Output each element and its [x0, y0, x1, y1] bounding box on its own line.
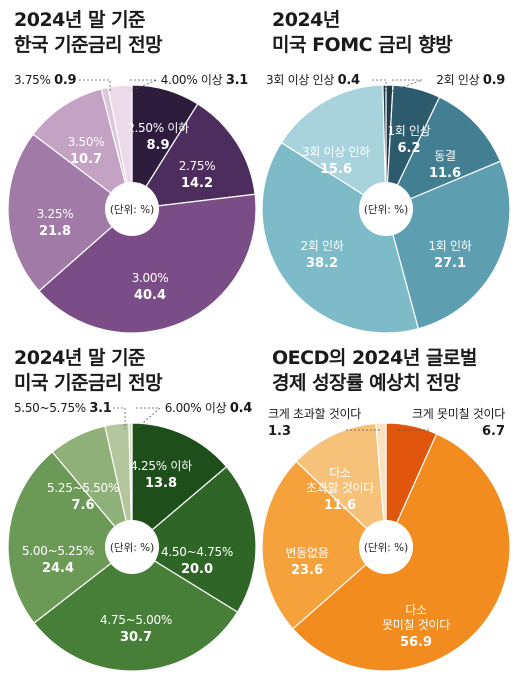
slice-label: 5.00~5.25% — [22, 544, 94, 558]
chart1-title-line2: 한국 기준금리 전망 — [14, 34, 163, 56]
pie-slice — [295, 422, 387, 549]
slice-value: 15.6 — [320, 162, 352, 177]
slice-value: 11.6 — [324, 498, 356, 513]
pie-slice — [261, 141, 420, 334]
slice-label: 1회 인하 — [428, 239, 471, 253]
slice-label: 동결 — [434, 149, 455, 163]
slice-label: 다소 — [329, 466, 351, 480]
slice-label: 4.75~5.00% — [100, 613, 172, 627]
callout-label: 6.00% 이상 0.4 — [165, 401, 253, 416]
chart3-title-line1: 2024년 말 기준 — [14, 347, 146, 369]
unit-label: (단위: %) — [364, 203, 408, 216]
slice-value: 14.2 — [181, 176, 213, 191]
slice-value: 21.8 — [39, 224, 71, 239]
callout-label: 크게 초과할 것이다 — [268, 407, 361, 421]
callout-label: 2회 인상 0.9 — [436, 73, 505, 88]
slice-value: 38.2 — [306, 256, 338, 271]
callout-label: 크게 못미칠 것이다 — [412, 407, 505, 421]
callout-leader-line — [391, 79, 423, 92]
slice-value: 24.4 — [42, 561, 74, 576]
slice-label: 4.50~4.75% — [161, 545, 233, 559]
slice-value: 23.6 — [291, 563, 323, 578]
chart2-title-line1: 2024년 — [272, 9, 340, 31]
pie-slice — [375, 422, 387, 548]
pie-slice — [130, 103, 256, 210]
slice-value: 11.6 — [429, 166, 461, 181]
slice-label: 3.00% — [132, 271, 169, 285]
slice-value: 56.9 — [400, 635, 432, 650]
slice-value: 30.7 — [120, 630, 152, 645]
unit-label: (단위: %) — [110, 203, 154, 216]
pie-chart-2: (단위: %) 1회 인상 6.2 동결 11.6 1회 인하 27.1 2회 인하 38.2 3… — [261, 73, 511, 334]
slice-value: 6.2 — [397, 141, 420, 156]
slice-value: 20.0 — [181, 562, 213, 577]
chart1-title-line1: 2024년 말 기준 — [14, 9, 146, 31]
callout-leader-line — [135, 407, 162, 430]
slice-label: 변동없음 — [286, 546, 329, 560]
callout-label: 3.75% 0.9 — [14, 73, 77, 88]
pie-slice — [7, 133, 133, 292]
slice-value: 27.1 — [434, 256, 466, 271]
chart3-title: 2024년 말 기준 미국 기준금리 전망 — [14, 346, 163, 396]
slice-value: 7.6 — [71, 498, 94, 513]
slice-value: 10.7 — [70, 152, 102, 167]
slice-label: 3.50% — [68, 135, 105, 149]
chart4-title: OECD의 2024년 글로벌 경제 성장률 예상치 전망 — [272, 346, 477, 396]
pie-slice — [107, 84, 133, 210]
slice-value: 13.8 — [145, 476, 177, 491]
callout-leader-line — [372, 79, 387, 91]
slice-label: 못미칠 것이다 — [382, 618, 450, 632]
chart2-title: 2024년 미국 FOMC 금리 향방 — [272, 8, 453, 58]
chart3-title-line2: 미국 기준금리 전망 — [14, 372, 163, 394]
unit-label: (단위: %) — [110, 541, 154, 554]
pie-slice — [382, 84, 387, 210]
chart2-title-line2: 미국 FOMC 금리 향방 — [272, 34, 453, 56]
slice-label: 1회 인상 — [387, 124, 430, 138]
pie-slice — [131, 422, 228, 549]
callout-label: 4.00% 이상 3.1 — [161, 73, 249, 88]
slice-value: 40.4 — [134, 288, 166, 303]
slice-label: 3회 이상 인하 — [302, 145, 370, 159]
pie-slice — [128, 422, 133, 548]
pie-center-hole — [359, 520, 413, 574]
slice-label: 2.50% 이하 — [127, 121, 189, 135]
slice-label: 3.25% — [37, 207, 74, 221]
chart1-title: 2024년 말 기준 한국 기준금리 전망 — [14, 8, 163, 58]
pie-chart-3: (단위: %) 4.25% 이하 13.8 4.50~4.75% 20.0 4.75~5.… — [7, 401, 257, 672]
pie-slice — [33, 546, 239, 672]
slice-value: 8.9 — [146, 138, 169, 153]
callout-leader-line — [396, 429, 429, 431]
slice-label: 2회 인하 — [300, 239, 343, 253]
callout-value: 6.7 — [482, 424, 505, 439]
pie-center-hole — [105, 520, 159, 574]
callout-leader-line — [129, 79, 158, 92]
pie-slice — [261, 460, 387, 630]
chart4-title-line2: 경제 성장률 예상치 전망 — [272, 372, 461, 394]
pie-slice — [385, 160, 511, 330]
slice-label: 4.25% 이하 — [130, 459, 192, 473]
pie-slice — [38, 193, 257, 334]
callout-label: 5.50~5.75% 3.1 — [14, 401, 112, 416]
slice-label: 5.25~5.50% — [47, 481, 119, 495]
pie-center-hole — [359, 182, 413, 236]
pie-slice — [130, 465, 257, 613]
pie-center-hole — [105, 182, 159, 236]
unit-label: (단위: %) — [364, 541, 408, 554]
callout-label: 3회 이상 인상 0.4 — [266, 73, 360, 88]
chart4-title-line1: OECD의 2024년 글로벌 — [272, 347, 477, 369]
slice-label: 2.75% — [179, 159, 216, 173]
pie-chart-1: (단위: %) 2.50% 이하 8.9 2.75% 14.2 3.00% 40.4 3.25… — [7, 73, 257, 334]
callout-value: 1.3 — [268, 424, 291, 439]
callout-leader-line — [113, 407, 126, 429]
slice-label: 초과할 것이다 — [306, 481, 374, 495]
pie-slice — [280, 84, 387, 211]
slice-label: 다소 — [405, 603, 427, 617]
pie-slice — [384, 96, 502, 211]
pie-slice — [7, 451, 133, 624]
pie-slice — [32, 88, 134, 211]
